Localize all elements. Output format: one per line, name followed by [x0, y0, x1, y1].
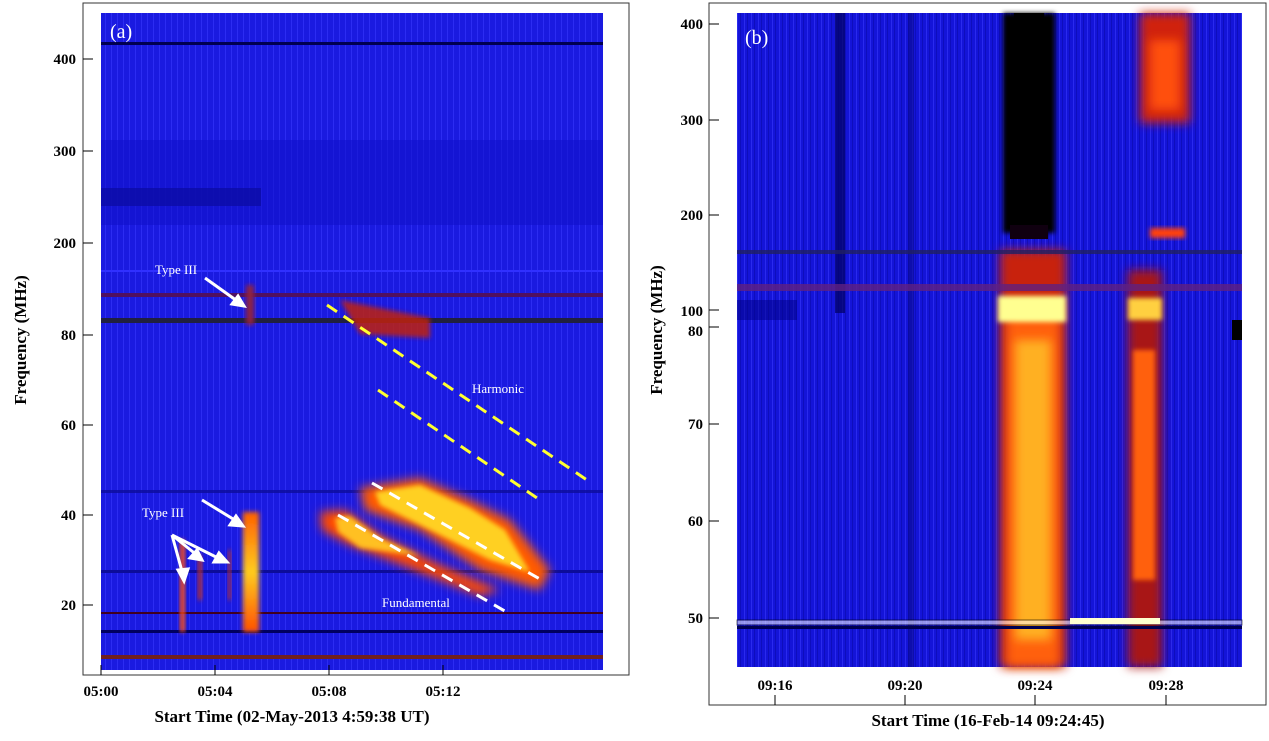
- panel-a-x-axis: 05:00 05:04 05:08 05:12 Start Time (02-M…: [84, 665, 461, 726]
- panel-b-dark-column: [1014, 13, 1044, 223]
- arrow-head: [227, 513, 247, 528]
- panel-b-dark-column: [908, 13, 914, 667]
- x-tick-label: 05:00: [84, 684, 119, 700]
- panel-b-band: [737, 626, 1242, 629]
- arrow: [201, 498, 239, 524]
- panel-b-band: [737, 284, 1242, 291]
- x-tick-label: 09:24: [1018, 678, 1053, 694]
- panel-b-dark-column: [835, 13, 845, 313]
- panel-b-x-axis: 09:16 09:20 09:24 09:28 Start Time (16-F…: [758, 678, 1184, 730]
- y-tick-label: 70: [688, 417, 703, 433]
- panel-a-harmonic-dashed-line: [377, 388, 541, 502]
- y-tick-label: 100: [681, 304, 704, 320]
- panel-a-y-axis-title: Frequency (MHz): [11, 275, 30, 405]
- panel-a-arrows: [170, 276, 247, 585]
- panel-a-rfi-line: [101, 490, 603, 493]
- panel-a-type-iii-burst: [243, 512, 259, 632]
- y-tick-label: 80: [61, 328, 76, 344]
- y-tick-label: 300: [54, 144, 77, 160]
- y-tick-label: 400: [54, 52, 77, 68]
- panel-a-rfi-line: [101, 612, 603, 614]
- arrow-head: [175, 567, 191, 585]
- annotation-harmonic: Harmonic: [472, 381, 524, 396]
- panel-a-rfi-line: [101, 655, 603, 659]
- panel-b-band: [736, 619, 1243, 626]
- y-tick-label: 200: [681, 208, 704, 224]
- panel-a-fundamental-dashed-line: [371, 481, 546, 584]
- panel-a-upper-band: [101, 140, 603, 225]
- panel-a-rfi-line: [101, 570, 603, 573]
- panel-b-emission-bright: [998, 296, 1066, 322]
- panel-b-y-axis-title: Frequency (MHz): [647, 265, 666, 395]
- panel-b-band: [1232, 320, 1242, 340]
- panel-b-label: (b): [745, 27, 768, 49]
- panel-a-rfi-line: [101, 42, 603, 45]
- y-tick-label: 20: [61, 598, 76, 614]
- panel-a-type-iii-burst: [228, 550, 231, 600]
- panel-a-rfi-line: [101, 630, 603, 633]
- panel-b-emission-bright: [1128, 298, 1162, 320]
- panel-a-label: (a): [110, 21, 132, 43]
- y-tick-label: 60: [688, 514, 703, 530]
- y-tick-label: 40: [61, 508, 76, 524]
- annotation-type-iii-lower: Type III: [142, 505, 184, 520]
- panel-b-band: [737, 250, 1242, 254]
- panel-b-dark-blob: [1010, 225, 1048, 239]
- x-tick-label: 09:16: [758, 678, 793, 694]
- arrow: [171, 533, 223, 562]
- x-tick-label: 05:04: [198, 684, 233, 700]
- panel-b-x-axis-title: Start Time (16-Feb-14 09:24:45): [871, 711, 1104, 730]
- panel-b-features: [736, 13, 1243, 667]
- panel-b-emission-column: [1133, 350, 1155, 580]
- panel-a-rfi-line: [101, 293, 603, 297]
- arrow-head: [229, 293, 247, 309]
- panel-b-emission-column: [1015, 340, 1051, 640]
- panel-a-type-iii-burst: [180, 540, 185, 632]
- panel-b-band: [737, 300, 797, 320]
- panel-a-type-iii-burst: [246, 285, 254, 325]
- annotation-type-iii-upper: Type III: [155, 262, 197, 277]
- x-tick-label: 09:28: [1149, 678, 1184, 694]
- panel-b: (b) 50 60 70 80 100 200 300 400 Frequenc…: [647, 2, 1267, 730]
- y-tick-label: 60: [61, 418, 76, 434]
- panel-b-upper-emission: [1150, 40, 1180, 110]
- y-tick-label: 400: [681, 17, 704, 33]
- annotation-fundamental: Fundamental: [382, 595, 450, 610]
- arrow-head: [187, 547, 205, 562]
- panel-a-harmonic-dashed-line: [326, 303, 591, 484]
- panel-a-rfi-line: [101, 270, 603, 272]
- panel-a-y-axis: 20 40 60 80 200 300 400 Frequency (MHz): [11, 52, 93, 614]
- y-tick-label: 80: [688, 324, 703, 340]
- y-tick-label: 50: [688, 611, 703, 627]
- panel-a-type-iii-burst: [198, 555, 202, 600]
- panel-a-dark-band: [101, 188, 261, 206]
- panel-b-y-axis: 50 60 70 80 100 200 300 400 Frequency (M…: [647, 17, 719, 627]
- panel-a-x-axis-title: Start Time (02-May-2013 4:59:38 UT): [154, 707, 429, 726]
- panel-a: (a) Type III Type III Harmonic Fundament…: [11, 2, 630, 726]
- x-tick-label: 05:08: [312, 684, 347, 700]
- x-tick-label: 09:20: [888, 678, 923, 694]
- y-tick-label: 200: [54, 236, 77, 252]
- x-tick-label: 05:12: [426, 684, 461, 700]
- y-tick-label: 300: [681, 113, 704, 129]
- panel-b-band: [1070, 618, 1160, 624]
- panel-a-fundamental-dashed-line: [337, 513, 511, 616]
- arrow-head: [211, 550, 231, 564]
- panel-b-upper-emission: [1150, 228, 1185, 238]
